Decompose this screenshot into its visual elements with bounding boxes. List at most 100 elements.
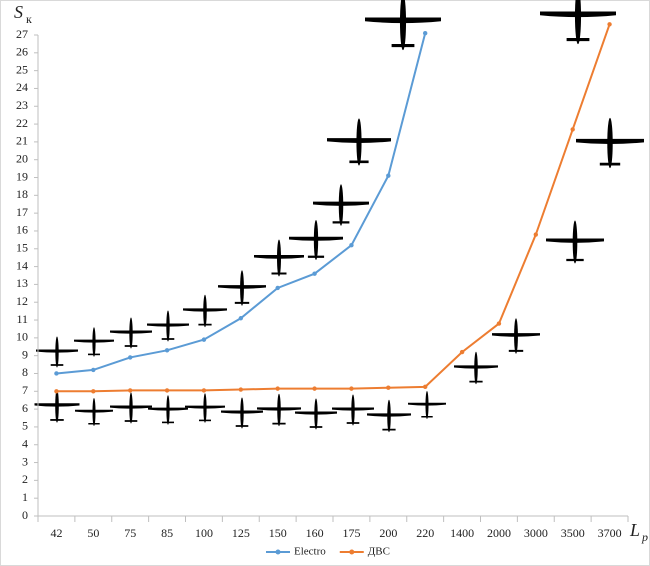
data-point (312, 271, 317, 276)
data-point (349, 243, 354, 248)
airplane-icon (36, 336, 78, 368)
y-tick-label: 3 (22, 454, 28, 468)
data-point (275, 386, 280, 391)
airplane-icon (254, 239, 304, 277)
legend-marker (349, 549, 355, 555)
data-point (386, 385, 391, 390)
x-tick-label: 3700 (598, 526, 622, 540)
data-point (54, 389, 59, 394)
data-point (127, 388, 133, 393)
y-tick-label: 14 (16, 258, 28, 272)
airplane-icon (185, 393, 225, 423)
airplane-icon (257, 393, 301, 427)
data-point (54, 371, 59, 376)
x-tick-label: 175 (342, 526, 360, 540)
y-tick-label: 17 (16, 205, 28, 219)
x-tick-label: 50 (87, 526, 99, 540)
x-tick-label: 200 (379, 526, 397, 540)
airplane-icon (546, 220, 604, 264)
data-point (607, 22, 612, 27)
data-point (312, 386, 317, 391)
y-tick-label: 5 (22, 419, 28, 433)
y-tick-label: 21 (16, 134, 28, 148)
y-tick-label: 2 (22, 472, 28, 486)
data-point (422, 384, 428, 390)
y-tick-label: 7 (22, 383, 28, 397)
y-tick-label: 11 (16, 312, 28, 326)
airplane-icon (295, 398, 337, 430)
data-point (238, 387, 244, 392)
legend-label: ДВС (368, 546, 390, 558)
airplane-icon (110, 392, 152, 424)
y-tick-label: 0 (22, 508, 28, 522)
airplane-icon (332, 394, 374, 426)
data-point (496, 321, 502, 326)
airplane-icon (75, 397, 113, 427)
y-tick-label: 13 (16, 276, 28, 290)
y-axis-label: S (14, 2, 23, 22)
data-point (164, 348, 170, 353)
x-axis-label-subscript: p (641, 530, 648, 544)
airplane-icon (183, 294, 227, 328)
x-tick-label: 1400 (450, 526, 474, 540)
y-tick-label: 22 (16, 116, 28, 130)
airplane-icon (289, 220, 343, 260)
y-tick-label: 15 (16, 241, 28, 255)
y-tick-label: 23 (16, 98, 28, 112)
data-point (164, 388, 170, 393)
y-tick-label: 24 (16, 80, 28, 94)
data-point (127, 355, 133, 360)
y-tick-label: 16 (16, 223, 28, 237)
y-tick-label: 4 (22, 436, 28, 450)
x-tick-label: 75 (124, 526, 136, 540)
airplane-icon (408, 390, 446, 420)
airplane-icon (221, 397, 263, 429)
y-tick-label: 18 (16, 187, 28, 201)
y-tick-label: 27 (16, 27, 28, 41)
data-point (238, 316, 244, 321)
y-tick-label: 6 (22, 401, 28, 415)
airplane-icon (367, 399, 411, 433)
x-tick-label: 160 (306, 526, 324, 540)
data-point (91, 389, 96, 394)
y-tick-label: 10 (16, 330, 28, 344)
y-tick-label: 8 (22, 365, 28, 379)
data-point (570, 127, 575, 132)
series-line (56, 23, 611, 393)
x-tick-label: 3000 (524, 526, 548, 540)
legend-marker (275, 549, 281, 555)
y-axis-label-subscript: к (26, 12, 32, 26)
y-tick-label: 20 (16, 151, 28, 165)
x-tick-label: 85 (161, 526, 173, 540)
y-tick-label: 25 (16, 62, 28, 76)
x-tick-label: 2000 (487, 526, 511, 540)
airplane-icon (147, 310, 189, 342)
airplane-icon (148, 395, 188, 425)
data-point (386, 173, 391, 178)
airplane-icon (34, 389, 80, 423)
legend-label: Electro (294, 546, 326, 558)
airplane-icon (218, 270, 266, 306)
airplane-icon (576, 117, 644, 169)
airplane-icon (313, 184, 369, 226)
airplane-icon (327, 118, 391, 166)
data-point (349, 386, 354, 391)
data-point (275, 285, 280, 291)
y-tick-label: 26 (16, 45, 28, 59)
airplane-icons (34, 0, 644, 433)
airplane-icon (110, 317, 152, 349)
x-tick-label: 150 (269, 526, 287, 540)
airplane-icon (454, 351, 498, 385)
y-tick-label: 19 (16, 169, 28, 183)
data-point (201, 337, 207, 342)
y-tick-label: 1 (22, 490, 28, 504)
data-point (422, 31, 428, 36)
data-point (91, 367, 96, 373)
series-line (56, 32, 427, 375)
data-point (201, 388, 207, 393)
y-tick-label: 12 (16, 294, 28, 308)
y-tick-label: 9 (22, 347, 28, 361)
x-axis-label: L (629, 520, 640, 540)
